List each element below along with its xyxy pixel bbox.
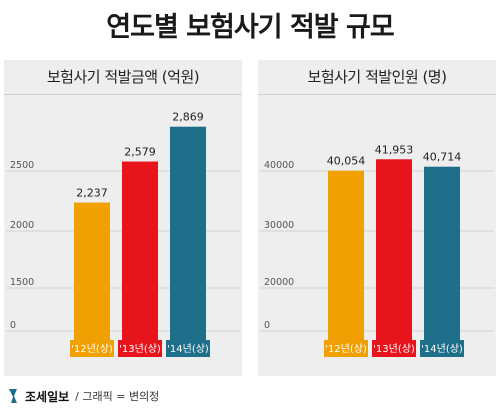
y-tick-label: 40000 <box>264 160 294 171</box>
title-divider <box>258 94 496 95</box>
category-label: '13년(상) <box>373 343 415 355</box>
category-label-box <box>70 340 114 357</box>
y-tick-label: 2000 <box>10 220 34 231</box>
y-tick-label: 0 <box>10 320 16 331</box>
data-label: 40,054 <box>327 155 366 168</box>
y-tick-label: 30000 <box>264 220 294 231</box>
data-label: 2,869 <box>172 111 204 124</box>
bar-chart-amount: 0 1500 2000 2500 2,237 '12년(상) 2,579 '13년(상) 2,8… <box>6 111 240 357</box>
y-tick-label: 0 <box>264 320 270 331</box>
bar-chart-people: 0 20000 30000 40000 40,054 '12년(상) 41,953 '13년(… <box>260 143 494 357</box>
category-label-box <box>166 340 210 357</box>
category-label: '12년(상) <box>71 343 113 355</box>
graphic-credit: / 그래픽 = 변의정 <box>75 390 160 403</box>
bar <box>424 166 460 343</box>
brand-name: 조세일보 <box>25 389 70 404</box>
category-label: '13년(상) <box>119 343 161 355</box>
y-tick-label: 2500 <box>10 160 34 171</box>
data-label: 40,714 <box>423 151 462 164</box>
y-tick-label: 1500 <box>10 277 34 288</box>
category-label-box <box>324 340 368 357</box>
page-title: 연도별 보험사기 적발 규모 <box>106 12 394 43</box>
category-label-box <box>420 340 464 357</box>
category-label-box <box>372 340 416 357</box>
category-label: '12년(상) <box>325 343 367 355</box>
data-label: 2,237 <box>76 187 108 200</box>
title-divider <box>4 94 242 95</box>
data-label: 2,579 <box>124 146 156 159</box>
data-label: 41,953 <box>375 143 414 156</box>
chart-title-amount: 보험사기 적발금액 (억원) <box>46 68 200 86</box>
bar <box>328 170 364 343</box>
y-tick-label: 20000 <box>264 277 294 288</box>
category-label: '14년(상) <box>421 343 463 355</box>
chart-panel-people: 보험사기 적발인원 (명) 0 20000 30000 40000 40,054 '12년… <box>258 60 496 376</box>
bar <box>122 161 158 343</box>
category-label-box <box>118 340 162 357</box>
bar <box>376 159 412 343</box>
footer: 조세일보 / 그래픽 = 변의정 <box>6 384 159 408</box>
chart-panel-amount: 보험사기 적발금액 (억원) 0 1500 2000 2500 2,237 '12년(상)… <box>4 60 242 376</box>
category-label: '14년(상) <box>167 343 209 355</box>
bar <box>74 202 110 343</box>
chart-title-people: 보험사기 적발인원 (명) <box>307 68 447 86</box>
brand-logo-icon <box>9 389 17 403</box>
bar <box>170 126 206 343</box>
